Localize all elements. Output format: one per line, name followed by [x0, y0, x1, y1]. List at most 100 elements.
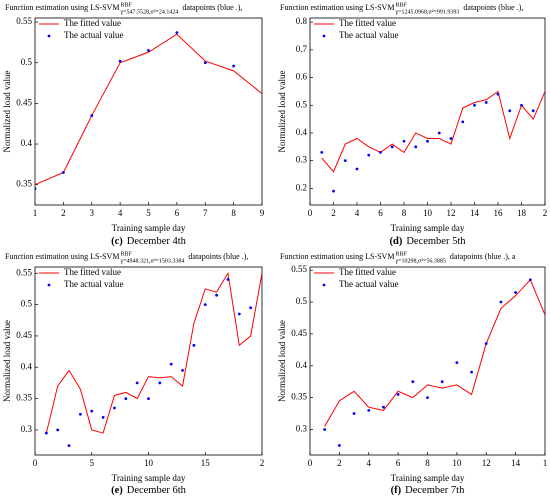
- data-point: [520, 103, 523, 107]
- y-tick-label: 0.45: [16, 97, 32, 107]
- y-axis-label: Normalized load value: [2, 320, 12, 402]
- x-tick-label: 8: [425, 458, 430, 468]
- data-point: [124, 397, 128, 400]
- x-tick-label: 14: [511, 458, 521, 468]
- caption-text: December 5th: [406, 236, 466, 247]
- data-point: [355, 167, 359, 171]
- data-point: [343, 159, 347, 163]
- x-tick-label: 4: [355, 208, 360, 218]
- title-suffix: datapoints (blue .), a: [450, 252, 516, 261]
- data-point: [44, 431, 48, 435]
- y-tick-label: 0.35: [291, 392, 307, 402]
- x-tick-label: 12: [482, 458, 491, 468]
- data-point: [402, 139, 406, 143]
- y-axis-label: Normalized load value: [277, 71, 287, 153]
- x-tick-label: 0: [308, 208, 313, 218]
- data-point: [323, 428, 327, 431]
- data-point: [470, 370, 473, 374]
- x-tick-label: 1: [33, 208, 38, 218]
- data-point: [158, 381, 162, 385]
- data-point: [461, 120, 465, 124]
- data-point: [35, 187, 37, 191]
- x-tick-label: 6: [396, 458, 401, 468]
- data-point: [396, 393, 400, 396]
- x-tick-label: 16: [494, 208, 504, 218]
- y-tick-label: 0.6: [296, 72, 308, 82]
- legend-label: The actual value: [64, 30, 123, 40]
- title-sup: RBF: [120, 2, 132, 8]
- x-tick-label: 18: [517, 208, 527, 218]
- data-point: [90, 114, 94, 117]
- data-point: [175, 31, 179, 35]
- data-point: [496, 92, 500, 96]
- plot-area: [320, 90, 545, 193]
- data-point: [192, 343, 196, 347]
- caption-label: (d): [389, 236, 402, 247]
- y-tick-label: 0.45: [291, 328, 307, 338]
- data-point: [147, 49, 150, 52]
- axes-frame: [309, 266, 546, 456]
- legend-label: The actual value: [64, 279, 123, 289]
- legend-label: The fitted value: [339, 18, 396, 28]
- data-point: [56, 428, 60, 432]
- data-point: [473, 103, 476, 107]
- data-point: [382, 405, 385, 409]
- title-sub: γ=4948.321,σ²=1503.3384: [119, 258, 184, 264]
- x-tick-label: 12: [447, 208, 456, 218]
- data-point: [101, 416, 105, 419]
- title-sub: γ=547.5528,σ²=24.1424: [119, 9, 178, 15]
- data-point: [203, 61, 207, 65]
- data-point: [237, 312, 241, 316]
- data-point: [426, 396, 429, 400]
- caption: (e) December 6th: [111, 485, 187, 496]
- title-sub: γ=10298,σ²=56.3885: [394, 258, 445, 264]
- y-tick-label: 0.5: [21, 57, 33, 67]
- caption-text: December 7th: [405, 485, 465, 496]
- data-point: [135, 381, 139, 385]
- x-tick-label: 5: [90, 458, 95, 468]
- caption-label: (e): [111, 485, 123, 496]
- data-point: [449, 137, 453, 140]
- x-axis-label: Training sample day: [112, 223, 186, 233]
- legend-label: The fitted value: [339, 267, 396, 277]
- y-tick-label: 0.5: [296, 296, 308, 306]
- y-axis-label: Normalized load value: [277, 320, 287, 402]
- fitted-line: [35, 33, 262, 186]
- data-point: [215, 293, 219, 297]
- y-tick-label: 0.2: [296, 182, 307, 192]
- data-point: [508, 109, 512, 113]
- plot-area: [44, 271, 262, 447]
- caption-text: December 4th: [127, 236, 187, 247]
- legend-point: [322, 283, 326, 287]
- data-point: [90, 409, 94, 413]
- x-tick-label: 2: [260, 458, 265, 468]
- y-tick-label: 0.5: [296, 99, 308, 109]
- fitted-line: [45, 271, 262, 434]
- legend-label: The fitted value: [64, 267, 121, 277]
- data-point: [484, 101, 488, 104]
- x-tick-label: 5: [146, 208, 151, 218]
- title-suffix: datapoints (blue .),: [463, 3, 523, 12]
- caption: (c) December 4th: [111, 236, 187, 247]
- x-axis-label: Training sample day: [391, 223, 465, 233]
- data-point: [531, 109, 535, 113]
- y-tick-label: 0.4: [296, 127, 308, 137]
- legend-label: The fitted value: [64, 18, 121, 28]
- y-tick-label: 0.55: [16, 16, 32, 26]
- x-tick-label: 4: [367, 458, 372, 468]
- data-point: [528, 278, 532, 282]
- x-tick-label: 2: [543, 208, 548, 218]
- fitted-line: [321, 90, 545, 173]
- x-tick-label: 2: [61, 208, 66, 218]
- data-point: [440, 380, 444, 384]
- y-tick-label: 0.35: [16, 393, 32, 403]
- caption-text: December 6th: [127, 485, 187, 496]
- panel: Function estimation using LS-SVM RBFγ=102…: [277, 251, 547, 496]
- plot-area: [323, 278, 545, 447]
- title-prefix: Function estimation using LS-SVM: [280, 3, 394, 12]
- x-tick-label: 10: [423, 208, 433, 218]
- x-tick-label: 9: [260, 208, 265, 218]
- data-point: [390, 145, 394, 149]
